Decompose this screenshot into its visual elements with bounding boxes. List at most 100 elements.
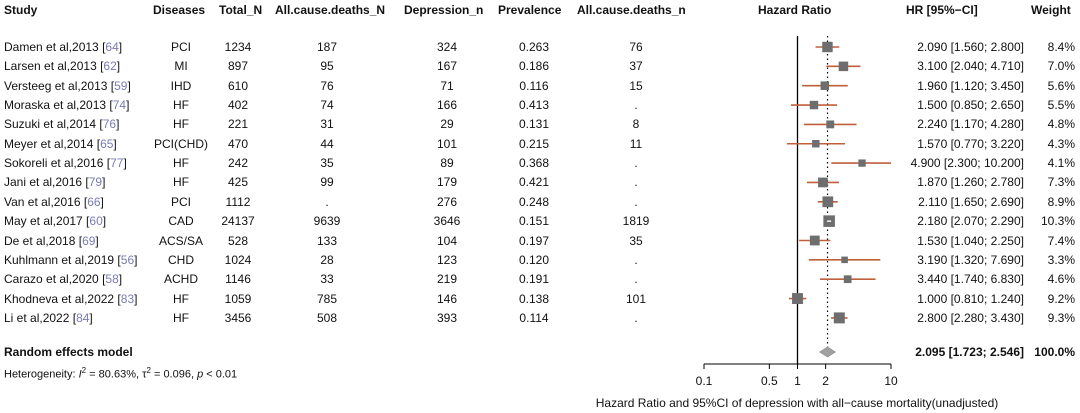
row-depression-n: 166	[436, 98, 458, 113]
header-weight: Weight	[1031, 3, 1071, 17]
row-deaths-n: 187	[316, 40, 338, 54]
row-weight: 4.6%	[1047, 272, 1075, 287]
row-study-name: Van et al,2016	[4, 194, 81, 209]
row-total-n: 897	[227, 59, 249, 74]
row-disease: CAD	[168, 214, 194, 229]
row-weight: 8.9%	[1047, 194, 1075, 209]
row-weight: 7.4%	[1047, 233, 1075, 248]
row-hr-ci: 3.100 [2.040; 4.710]	[917, 59, 1024, 74]
row-deaths-n: 33	[320, 272, 334, 287]
row-study-ref-link[interactable]: 56	[120, 252, 135, 267]
row-prevalence: 0.215	[518, 136, 550, 151]
row-disease: CHD	[168, 252, 194, 267]
hr-square	[820, 81, 830, 90]
row-deaths-n2: 1819	[622, 214, 650, 229]
row-study-ref-link[interactable]: 59	[114, 78, 128, 93]
row-study-ref-link[interactable]: 60	[89, 214, 103, 229]
row-study-ref-link[interactable]: 58	[105, 272, 119, 287]
row-total-n: 470	[227, 136, 249, 151]
x-tick-label: 1	[794, 374, 801, 388]
row-deaths-n: 9639	[313, 214, 341, 229]
row-deaths-n2: 15	[629, 78, 643, 93]
row-study-ref-link[interactable]: 62	[103, 59, 117, 74]
row-prevalence: 0.120	[518, 252, 550, 267]
row-weight: 5.5%	[1047, 98, 1075, 113]
row-total-n: 3456	[224, 310, 252, 325]
x-axis-title: Hazard Ratio and 95%CI of depression wit…	[595, 396, 999, 410]
row-deaths-n2: 8	[632, 117, 640, 132]
row-study: Jani et al,2016 [79]	[4, 175, 106, 190]
row-depression-n: 219	[436, 272, 458, 287]
row-prevalence: 0.114	[519, 310, 549, 325]
row-depression-n: 3646	[433, 214, 461, 229]
row-total-n: 1234	[224, 40, 252, 54]
row-hr-ci: 1.870 [1.260; 2.780]	[917, 175, 1024, 190]
row-prevalence: 0.413	[518, 98, 550, 113]
row-study: De et al,2018 [69]	[4, 233, 99, 248]
row-hr-ci: 1.960 [1.120; 3.450]	[917, 78, 1024, 93]
row-study-ref-link[interactable]: 65	[100, 136, 114, 151]
row-hr-ci: 2.180 [2.070; 2.290]	[917, 214, 1024, 229]
row-study-ref-link[interactable]: 74	[112, 98, 127, 113]
header-diseases: Diseases	[153, 3, 206, 17]
row-prevalence: 0.151	[518, 214, 550, 229]
hr-square	[822, 196, 834, 208]
row-depression-n: 393	[436, 310, 458, 325]
row-study-ref-link[interactable]: 66	[87, 194, 101, 209]
row-study: May et al,2017 [60]	[4, 214, 107, 229]
row-disease: HF	[173, 310, 189, 325]
row-deaths-n: 28	[320, 252, 334, 267]
row-total-n: 1146	[225, 272, 251, 287]
heterogeneity-prefix: Heterogeneity:	[4, 368, 79, 381]
row-deaths-n: .	[325, 194, 329, 209]
row-deaths-n: 508	[316, 310, 338, 325]
row-deaths-n2: .	[634, 310, 638, 325]
row-total-n: 242	[227, 156, 249, 171]
row-prevalence: 0.368	[518, 156, 550, 171]
row-study: Khodneva et al,2022 [83]	[4, 291, 138, 306]
row-prevalence: 0.421	[518, 175, 550, 190]
row-deaths-n2: 11	[629, 136, 643, 151]
row-deaths-n2: .	[634, 156, 638, 171]
row-study-name: Meyer et al,2014	[4, 136, 94, 151]
row-study-name: Versteeg et al,2013	[4, 78, 108, 93]
row-study-ref-link[interactable]: 79	[88, 175, 103, 190]
row-hr-ci: 3.190 [1.320; 7.690]	[917, 252, 1024, 267]
row-prevalence: 0.116	[519, 78, 549, 93]
row-study-ref-link[interactable]: 64	[105, 40, 119, 54]
summary-weight: 100.0%	[1034, 345, 1075, 359]
row-weight: 9.3%	[1047, 310, 1075, 325]
hr-square	[826, 120, 835, 129]
row-study-ref-link[interactable]: 83	[120, 291, 135, 306]
row-study-ref-link[interactable]: 77	[110, 156, 124, 171]
row-study-name: Jani et al,2016	[4, 175, 83, 190]
row-prevalence: 0.197	[518, 233, 550, 248]
row-weight: 5.6%	[1047, 78, 1075, 93]
row-total-n: 425	[227, 175, 249, 190]
row-study: Suzuki et al,2014 [76]	[4, 117, 120, 132]
row-disease: HF	[173, 291, 189, 306]
p-symbol: p	[197, 368, 204, 381]
row-deaths-n: 35	[320, 156, 334, 171]
summary-ci-text: 2.095 [1.723; 2.546]	[915, 345, 1024, 359]
row-study-ref-link[interactable]: 84	[76, 310, 90, 325]
row-deaths-n: 44	[320, 136, 334, 151]
row-study-name: Li et al,2022	[4, 310, 70, 325]
row-deaths-n2: .	[634, 194, 638, 209]
row-hr-ci: 3.440 [1.740; 6.830]	[917, 272, 1024, 287]
row-total-n: 221	[227, 117, 249, 132]
row-disease: HF	[173, 98, 189, 113]
row-study-ref-link[interactable]: 69	[82, 233, 96, 248]
row-study-name: Damen et al,2013	[4, 40, 99, 54]
row-depression-n: 167	[436, 59, 458, 74]
row-depression-n: 71	[440, 78, 454, 93]
header-hazard-ratio: Hazard Ratio	[758, 3, 832, 17]
hr-square	[809, 100, 819, 110]
row-disease: IHD	[170, 78, 192, 93]
row-study-ref-link[interactable]: 76	[102, 117, 117, 132]
header-prevalence: Prevalence	[498, 3, 562, 17]
row-prevalence: 0.131	[518, 117, 550, 132]
hr-square	[833, 312, 845, 324]
x-tick-label: 2	[822, 374, 829, 388]
